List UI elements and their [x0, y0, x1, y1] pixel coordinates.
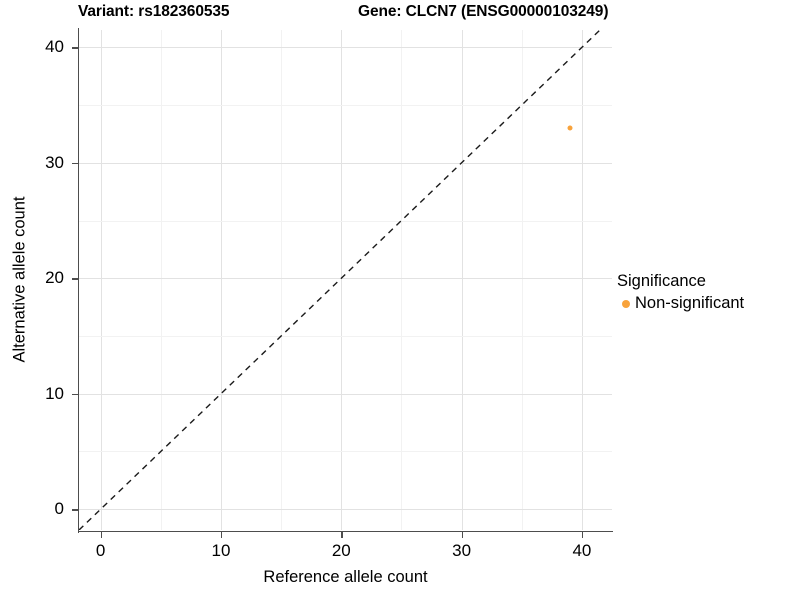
y-axis-label: Alternative allele count: [10, 196, 29, 363]
data-point[interactable]: [567, 125, 573, 131]
x-axis-tick: [341, 532, 343, 538]
x-axis-tick-label: 40: [572, 541, 592, 560]
variant-title: Variant: rs182360535: [78, 3, 230, 20]
x-axis-line: [78, 531, 613, 533]
major-gridline-horizontal: [79, 47, 612, 49]
x-axis-tick: [581, 532, 584, 538]
minor-gridline-horizontal: [79, 336, 612, 337]
x-axis-tick-label: 20: [331, 541, 351, 560]
y-axis-tick: [72, 162, 78, 165]
x-axis-tick: [100, 532, 102, 538]
y-axis-tick-label: 0: [54, 499, 64, 519]
major-gridline-horizontal: [79, 509, 612, 511]
y-axis-tick: [72, 509, 78, 511]
legend-key: [617, 299, 634, 308]
y-axis-tick-label: 30: [45, 152, 64, 172]
legend-item-label: Non-significant: [635, 294, 745, 312]
plot-panel: [79, 30, 612, 530]
y-axis-tick-label: 10: [45, 383, 64, 403]
plot-title-row: Variant: rs182360535 Gene: CLCN7 (ENSG00…: [78, 3, 698, 25]
y-axis-line: [78, 28, 80, 533]
minor-gridline-horizontal: [79, 105, 612, 107]
minor-gridline-horizontal: [79, 451, 612, 453]
legend-item[interactable]: Non-significant: [617, 293, 795, 314]
x-axis-tick: [461, 532, 463, 538]
x-axis-label: Reference allele count: [263, 568, 428, 586]
x-axis-tick: [220, 532, 223, 538]
x-axis-tick-label: 30: [452, 541, 472, 560]
legend-dot-icon: [621, 299, 630, 308]
y-axis-tick-label: 20: [45, 268, 64, 288]
legend-items: Non-significant: [617, 293, 795, 314]
legend: Significance Non-significant: [617, 272, 795, 314]
y-axis-tick: [72, 393, 78, 396]
major-gridline-horizontal: [79, 278, 612, 280]
y-axis-tick: [72, 278, 78, 280]
y-axis-tick: [72, 47, 78, 49]
minor-gridline-horizontal: [79, 220, 612, 222]
gene-title: Gene: CLCN7 (ENSG00000103249): [358, 3, 609, 20]
major-gridline-horizontal: [79, 393, 612, 395]
major-gridline-horizontal: [79, 162, 612, 164]
legend-title: Significance: [617, 272, 706, 290]
y-axis-tick-label: 40: [45, 37, 64, 57]
x-axis-tick-label: 0: [95, 541, 106, 560]
x-axis-tick-label: 10: [211, 541, 231, 560]
